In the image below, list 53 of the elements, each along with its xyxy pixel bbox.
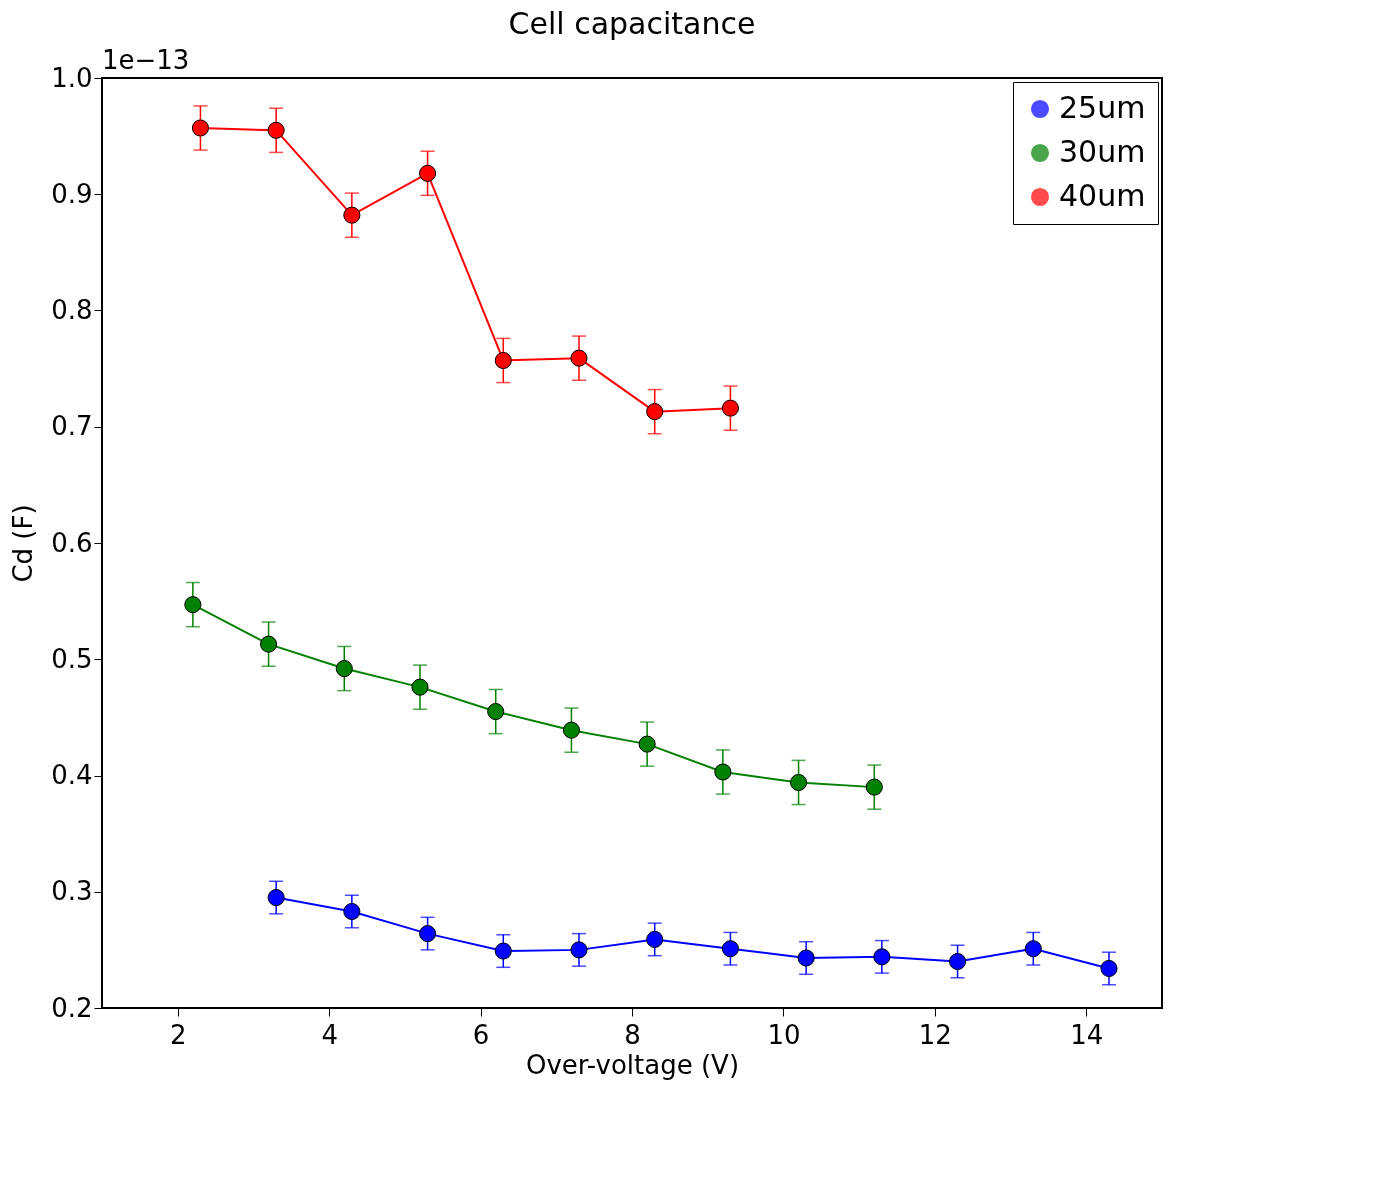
point xyxy=(570,349,588,367)
point xyxy=(790,773,808,792)
point xyxy=(267,121,285,139)
y-tick-label: 0.4 xyxy=(51,760,93,790)
chart-title: Cell capacitance xyxy=(508,6,756,41)
y-tick-label: 0.5 xyxy=(51,643,93,674)
point xyxy=(714,763,732,781)
point xyxy=(411,678,429,696)
point xyxy=(646,403,664,421)
y-tick-label: 0.3 xyxy=(51,876,93,907)
y-tick-label: 0.2 xyxy=(51,992,93,1023)
text: 1e−13 xyxy=(102,45,190,75)
point xyxy=(873,948,891,966)
x-axis-title: Over-voltage (V) xyxy=(525,1049,740,1080)
legend-label: 25um xyxy=(1059,90,1146,125)
point xyxy=(797,949,815,967)
y-axis-title: Cd (F) xyxy=(8,504,39,583)
x-tick-label: 10 xyxy=(767,1019,801,1050)
legend-label: 40um xyxy=(1059,178,1146,213)
point xyxy=(267,889,285,907)
point xyxy=(419,164,437,182)
y-tick-label: 0.6 xyxy=(51,527,93,558)
y-tick-label: 0.8 xyxy=(51,295,93,325)
point xyxy=(335,660,353,678)
point xyxy=(562,721,580,739)
legend-label: 30um xyxy=(1059,134,1146,169)
point xyxy=(1100,959,1118,978)
x-tick-label: 6 xyxy=(472,1019,490,1050)
point xyxy=(646,930,664,948)
point xyxy=(343,902,361,921)
point xyxy=(419,925,437,943)
point xyxy=(638,735,656,753)
point xyxy=(1024,940,1042,958)
point xyxy=(487,703,505,721)
x-tick-label: 8 xyxy=(624,1019,641,1050)
point xyxy=(494,351,512,370)
point xyxy=(865,778,883,796)
y-tick-label: 0.9 xyxy=(51,178,93,209)
point xyxy=(721,940,739,958)
x-tick-label: 14 xyxy=(1070,1019,1104,1050)
point xyxy=(184,596,202,614)
x-tick-label: 4 xyxy=(321,1019,338,1050)
y-tick-label: 1.0 xyxy=(51,62,93,93)
point xyxy=(494,942,512,960)
point xyxy=(191,119,209,137)
x-tick-label: 12 xyxy=(918,1019,952,1050)
point xyxy=(949,952,967,971)
y-tick-label: 0.7 xyxy=(51,411,93,442)
point xyxy=(260,635,278,653)
point xyxy=(343,206,361,224)
point xyxy=(570,941,588,959)
x-tick-label: 2 xyxy=(169,1019,187,1050)
point xyxy=(721,399,739,417)
